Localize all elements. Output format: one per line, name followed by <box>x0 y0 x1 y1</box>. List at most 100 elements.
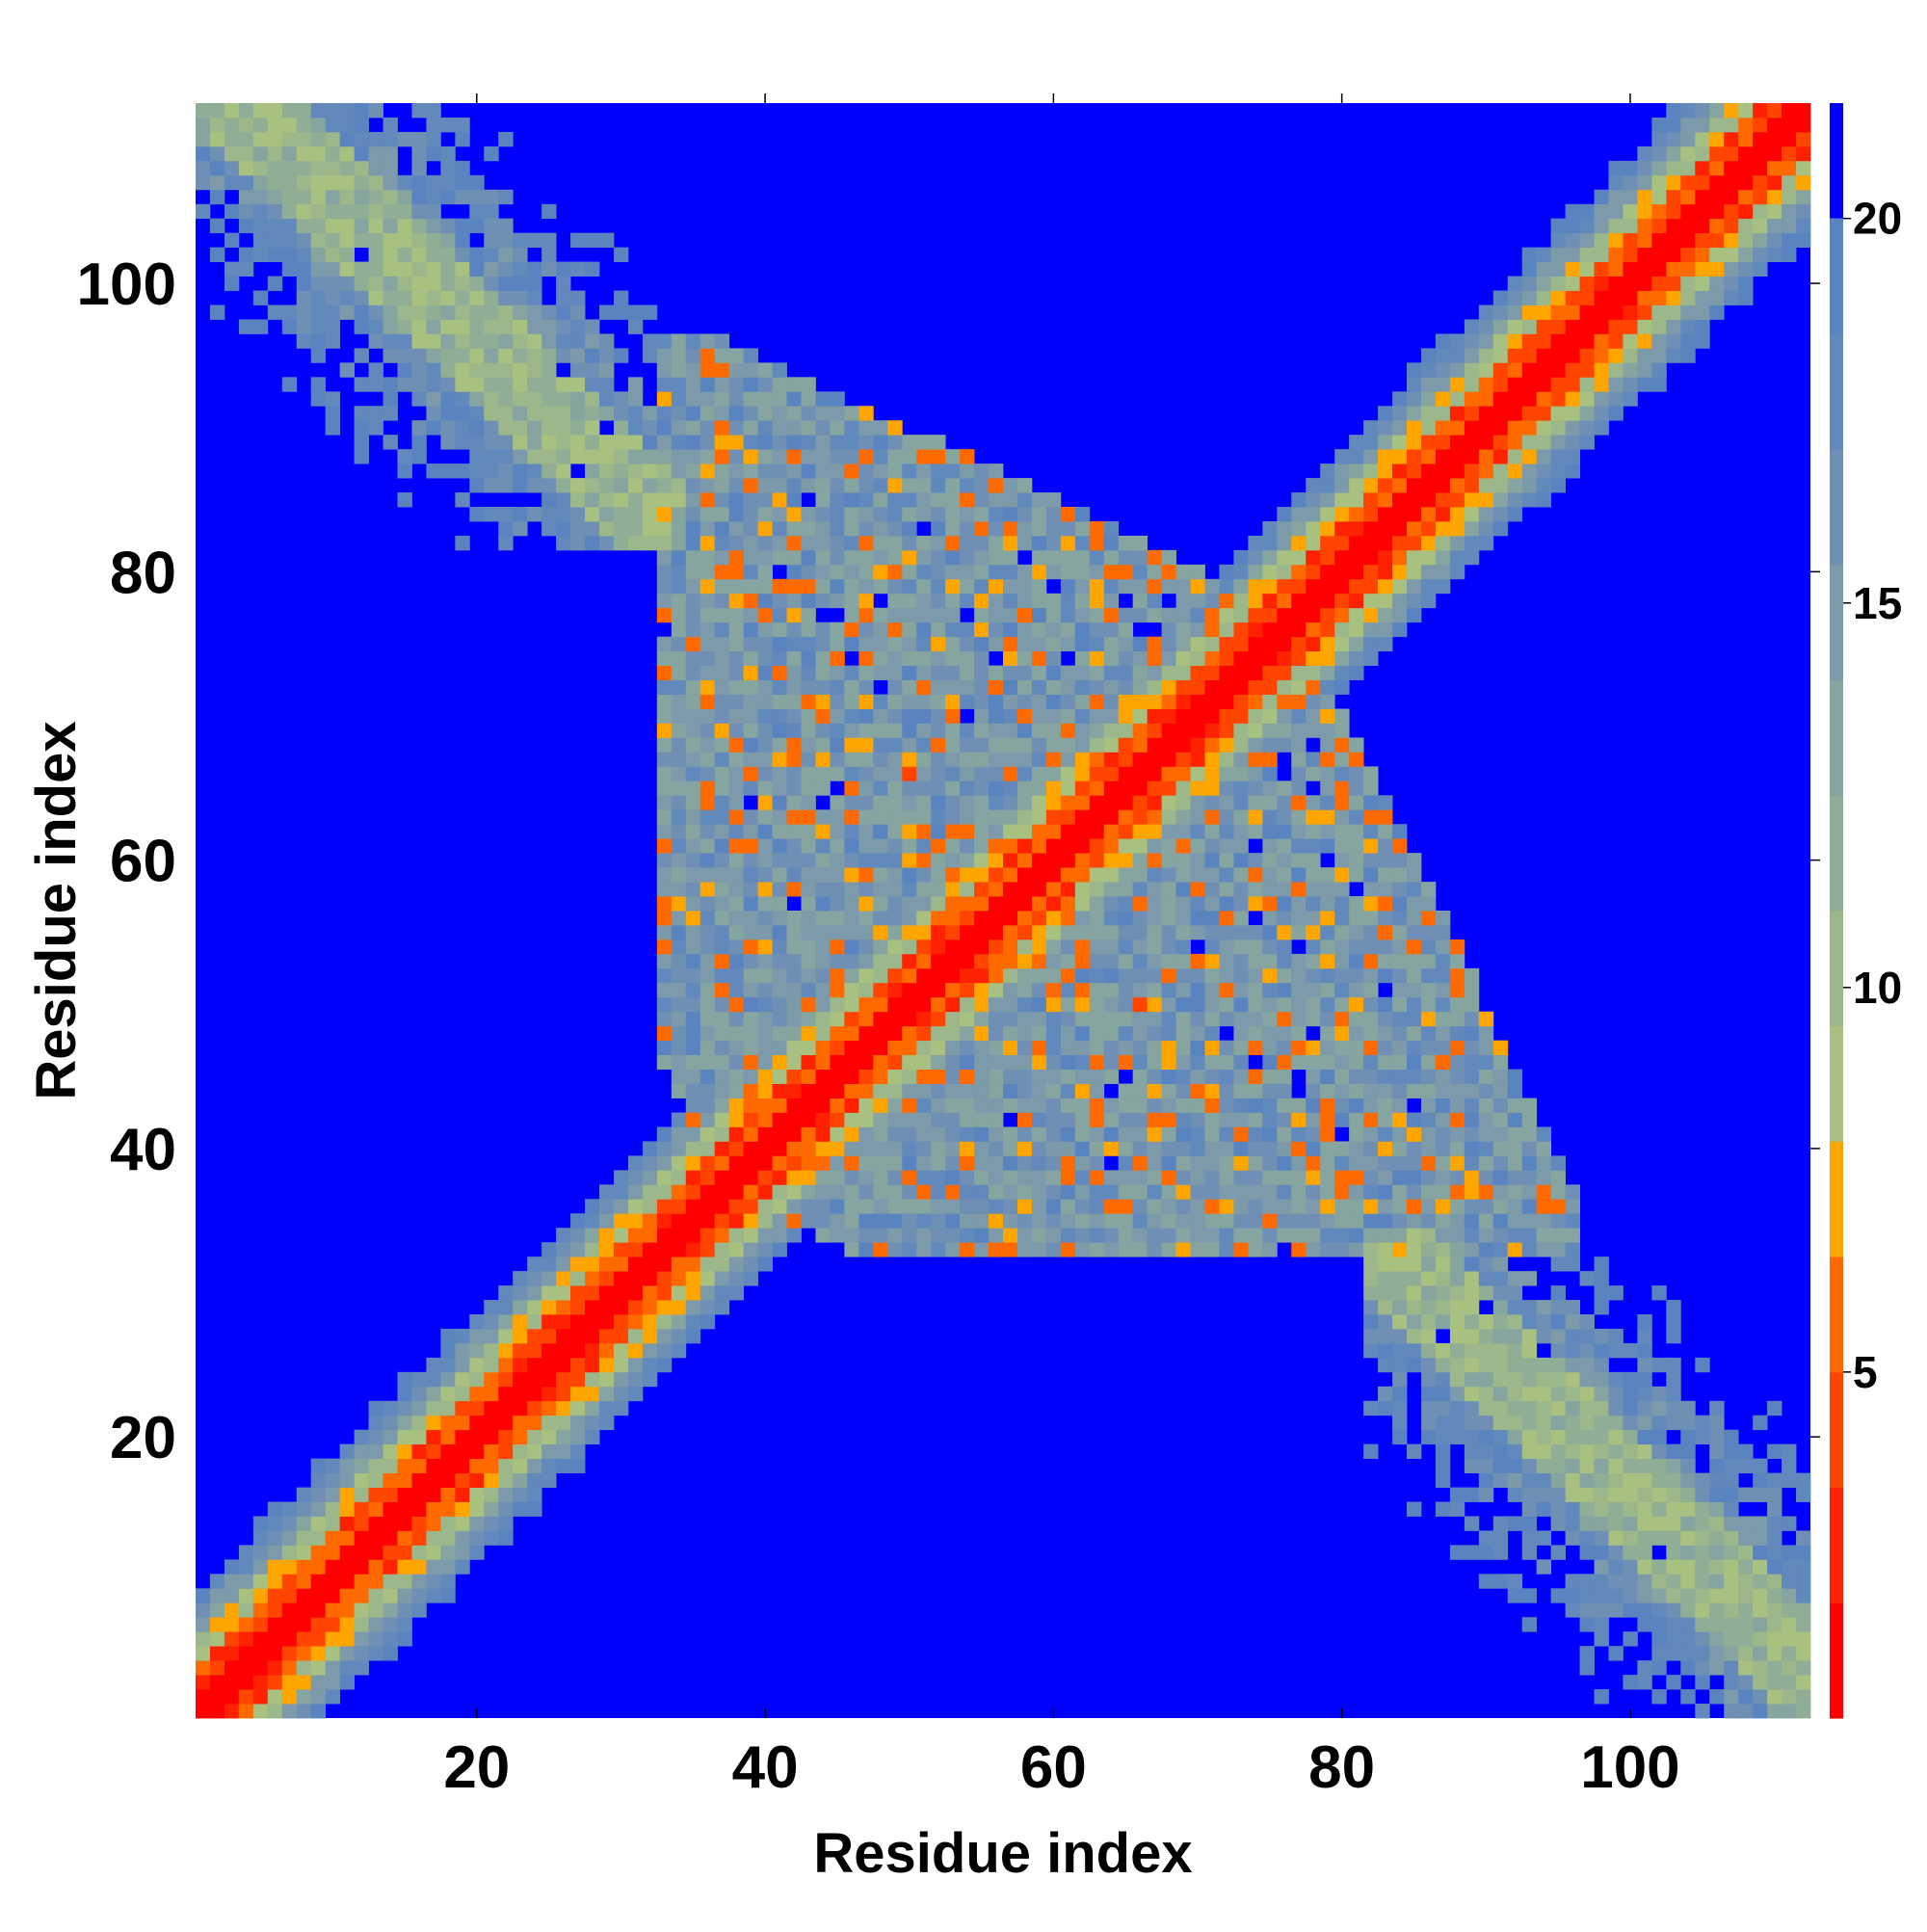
heatmap-cell <box>1334 1213 1350 1229</box>
heatmap-cell <box>1637 1443 1652 1460</box>
heatmap-cell <box>627 507 644 522</box>
heatmap-cell <box>325 203 341 220</box>
heatmap-cell <box>685 348 701 363</box>
heatmap-cell <box>383 1415 398 1431</box>
heatmap-cell <box>1349 996 1364 1013</box>
heatmap-cell <box>1349 752 1364 767</box>
heatmap-cell <box>671 650 687 666</box>
heatmap-cell <box>786 1170 802 1185</box>
heatmap-cell <box>960 723 975 738</box>
heatmap-cell <box>714 1170 730 1185</box>
heatmap-cell <box>685 463 701 479</box>
heatmap-cell <box>411 1400 427 1416</box>
heatmap-cell <box>830 838 845 854</box>
heatmap-cell <box>368 1415 383 1431</box>
heatmap-cell <box>1074 1155 1091 1171</box>
heatmap-cell <box>1045 1025 1062 1042</box>
heatmap-cell <box>1565 1429 1580 1445</box>
heatmap-cell <box>1016 1040 1033 1056</box>
heatmap-cell <box>455 1472 470 1488</box>
heatmap-cell <box>1651 247 1667 262</box>
heatmap-cell <box>916 708 932 724</box>
heatmap-cell <box>728 1098 745 1113</box>
heatmap-cell <box>844 867 859 883</box>
heatmap-cell <box>1334 665 1350 680</box>
heatmap-cell <box>498 1501 514 1517</box>
heatmap-cell <box>656 853 673 868</box>
heatmap-cell <box>513 333 528 349</box>
heatmap-cell <box>1204 867 1220 883</box>
heatmap-cell <box>1420 882 1437 897</box>
heatmap-cell <box>1132 1213 1148 1229</box>
heatmap-cell <box>1378 420 1393 436</box>
heatmap-cell <box>368 131 383 147</box>
heatmap-cell <box>1420 1342 1437 1359</box>
heatmap-cell <box>627 1228 644 1243</box>
heatmap-cell <box>1103 939 1120 955</box>
heatmap-cell <box>440 1328 456 1344</box>
heatmap-cell <box>469 261 485 277</box>
heatmap-cell <box>1464 1257 1480 1272</box>
heatmap-cell <box>1521 1429 1538 1445</box>
heatmap-cell <box>1724 1530 1739 1546</box>
heatmap-cell <box>1521 247 1538 262</box>
heatmap-cell <box>1277 665 1292 680</box>
heatmap-cell <box>1233 1040 1249 1056</box>
heatmap-cell <box>1680 1689 1696 1705</box>
heatmap-cell <box>498 1314 514 1330</box>
heatmap-cell <box>656 1040 673 1056</box>
heatmap-cell <box>671 463 687 479</box>
heatmap-cell <box>339 276 355 291</box>
heatmap-cell <box>1118 636 1134 652</box>
heatmap-cell <box>989 1040 1004 1056</box>
heatmap-cell <box>1219 795 1234 810</box>
heatmap-cell <box>296 1704 312 1719</box>
heatmap-cell <box>1449 377 1465 392</box>
heatmap-cell <box>974 578 990 595</box>
heatmap-cell <box>556 449 571 464</box>
heatmap-cell <box>1594 1516 1609 1531</box>
heatmap-cell <box>1521 304 1538 320</box>
heatmap-cell <box>931 622 946 638</box>
heatmap-cell <box>656 333 673 349</box>
heatmap-cell <box>1478 535 1494 551</box>
heatmap-cell <box>498 261 514 277</box>
heatmap-cell <box>656 507 673 522</box>
heatmap-cell <box>1449 1487 1465 1502</box>
heatmap-cell <box>1306 1069 1321 1084</box>
heatmap-cell <box>830 507 845 522</box>
heatmap-cell <box>1363 1069 1379 1084</box>
heatmap-cell <box>1349 1069 1364 1084</box>
heatmap-cell <box>1262 694 1278 709</box>
heatmap-cell <box>570 1443 586 1460</box>
heatmap-cell <box>685 882 701 897</box>
heatmap-cell <box>873 694 888 709</box>
heatmap-cell <box>1262 636 1278 652</box>
heatmap-cell <box>1219 766 1234 781</box>
heatmap-cell <box>1291 607 1307 623</box>
heatmap-cell <box>209 1602 225 1618</box>
heatmap-cell <box>700 694 716 709</box>
heatmap-cell <box>685 723 701 738</box>
heatmap-cell <box>368 1443 383 1460</box>
heatmap-cell <box>1608 304 1623 320</box>
heatmap-cell <box>1175 636 1191 652</box>
heatmap-cell <box>1291 622 1307 638</box>
heatmap-cell <box>1204 723 1220 738</box>
heatmap-cell <box>1031 1025 1047 1042</box>
heatmap-cell <box>700 578 716 595</box>
heatmap-cell <box>1060 795 1076 810</box>
heatmap-cell <box>440 1516 456 1531</box>
heatmap-cell <box>354 1443 369 1460</box>
heatmap-cell <box>1233 1126 1249 1142</box>
heatmap-cell <box>685 362 701 378</box>
heatmap-cell <box>931 795 946 810</box>
heatmap-cell <box>325 232 341 249</box>
heatmap-cell <box>685 1213 701 1229</box>
heatmap-cell <box>469 174 485 191</box>
heatmap-cell <box>469 189 485 205</box>
heatmap-cell <box>772 665 787 680</box>
heatmap-cell <box>931 853 946 868</box>
heatmap-cell <box>585 1400 600 1416</box>
heatmap-cell <box>656 549 673 566</box>
